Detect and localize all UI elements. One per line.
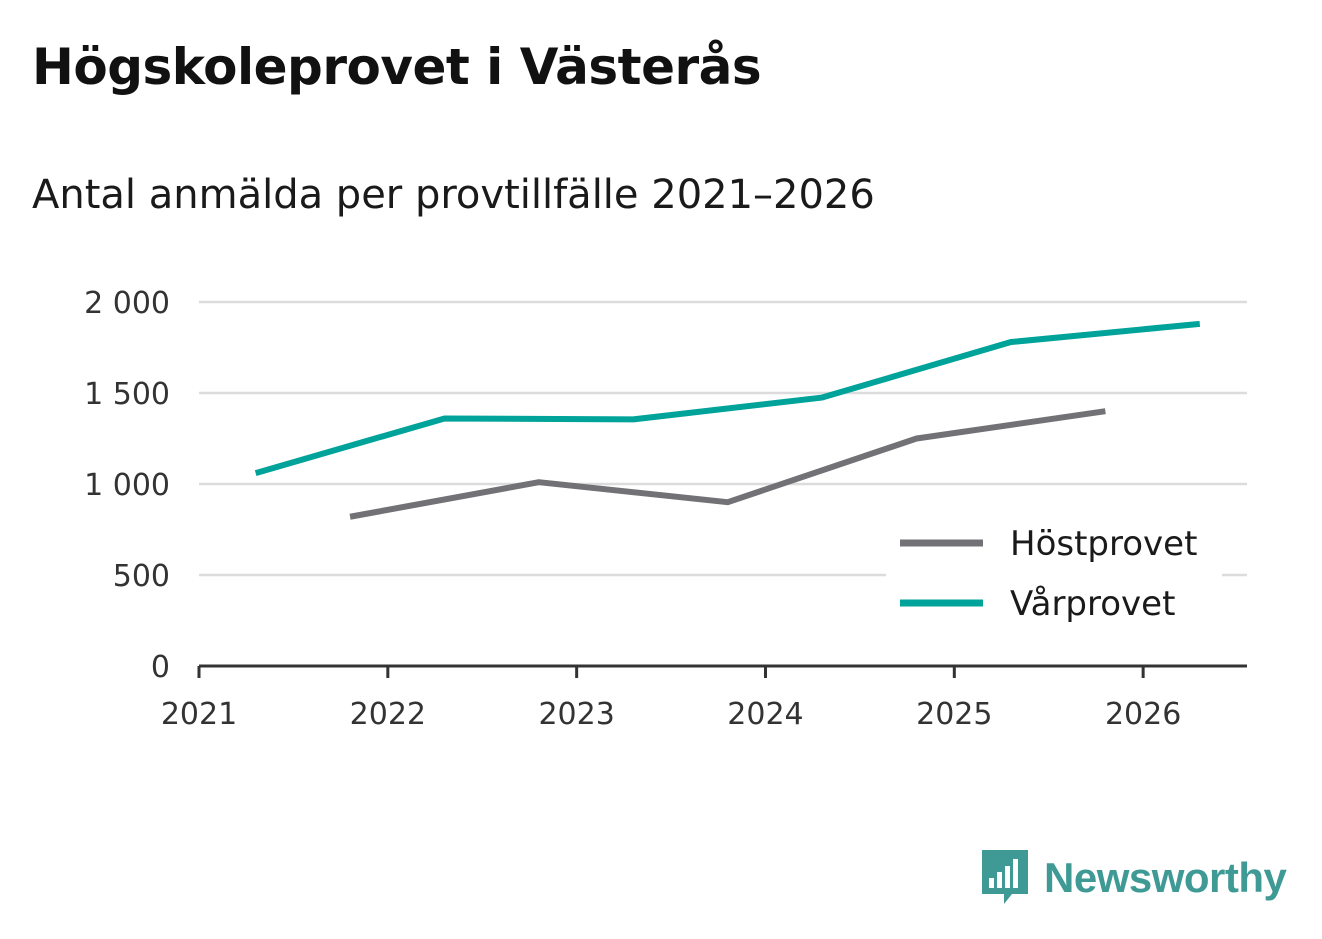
x-tick-label: 2022	[350, 697, 426, 732]
series-line-vårprovet	[254, 320, 1201, 476]
x-tick-label: 2023	[538, 697, 614, 732]
y-tick-label: 500	[113, 559, 170, 594]
newsworthy-logo-icon	[982, 850, 1028, 904]
brand-logo: Newsworthy	[980, 850, 1287, 906]
y-tick-label: 2 000	[84, 286, 170, 321]
axes: 0 500 1 000 1 500 2 000 2021 2022 2023 2024 2025 2…	[84, 286, 1247, 732]
chart-subtitle: Antal anmälda per provtillfälle 2021–202…	[32, 172, 875, 218]
chart-title: Högskoleprovet i Västerås	[32, 38, 762, 96]
y-tick-label: 0	[151, 650, 170, 685]
x-tick-label: 2024	[727, 697, 803, 732]
legend-background	[886, 520, 1222, 632]
legend: Höstprovet Vårprovet	[886, 520, 1222, 632]
legend-label: Höstprovet	[1010, 524, 1197, 564]
series-lines	[254, 320, 1201, 520]
y-tick-label: 1 000	[84, 468, 170, 503]
series-line-höstprovet	[349, 408, 1106, 520]
y-tick-label: 1 500	[84, 377, 170, 412]
x-tick-label: 2021	[161, 697, 237, 732]
x-tick-label: 2025	[916, 697, 992, 732]
legend-label: Vårprovet	[1010, 584, 1175, 624]
brand-name: Newsworthy	[1044, 854, 1287, 901]
x-tick-label: 2026	[1105, 697, 1181, 732]
